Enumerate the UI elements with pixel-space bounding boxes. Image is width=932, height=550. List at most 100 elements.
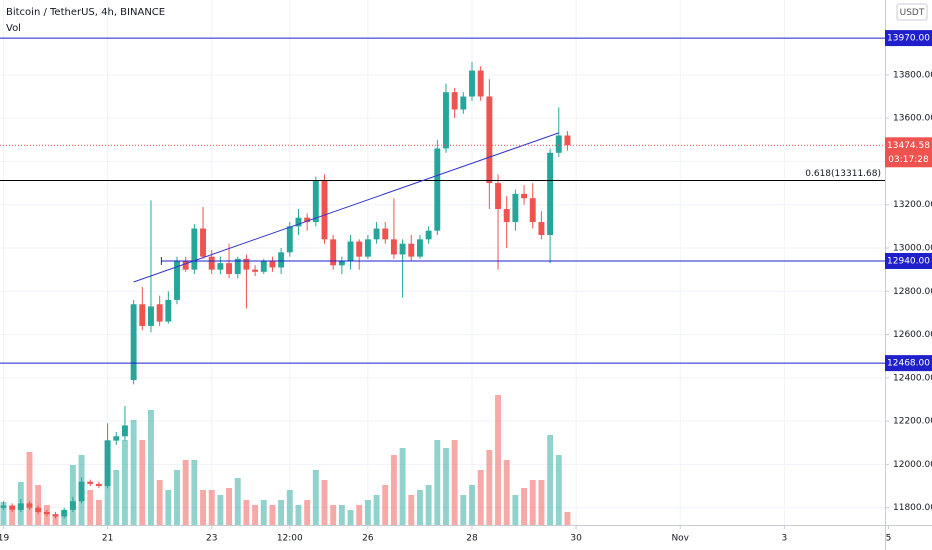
- volume-bar: [564, 512, 571, 525]
- x-tick-label: 5: [886, 534, 892, 544]
- trend-line: [133, 132, 559, 283]
- candle-body: [234, 258, 241, 274]
- candle-body: [425, 230, 432, 240]
- volume-bar: [95, 500, 102, 525]
- volume-bar: [434, 440, 441, 525]
- volume-bar: [260, 500, 267, 525]
- indicator-label: Vol: [6, 23, 21, 34]
- candle-body: [9, 505, 16, 510]
- candle-body: [148, 306, 154, 326]
- x-tick-label: 30: [570, 534, 582, 544]
- y-tick-label: 12400.00: [893, 373, 932, 383]
- volume-bar: [416, 490, 423, 525]
- volume-bar: [156, 480, 163, 525]
- candle-body: [347, 241, 354, 261]
- volume-bar: [191, 460, 198, 525]
- level-label-box: [885, 355, 932, 372]
- candle-body: [373, 228, 380, 240]
- volume-bar: [356, 505, 363, 525]
- y-tick-label: 13800.00: [893, 70, 932, 80]
- candle-body: [390, 239, 397, 255]
- volume-bar: [243, 500, 250, 525]
- candle-body: [174, 260, 180, 300]
- volume-bar: [121, 440, 128, 525]
- candle-body: [17, 503, 24, 510]
- candle-body: [555, 135, 562, 153]
- candle-body: [443, 92, 449, 149]
- candle-body: [130, 304, 137, 381]
- volume-bar: [252, 505, 259, 525]
- candle-body: [521, 193, 528, 199]
- volume-bar: [174, 470, 180, 525]
- volume-bar: [364, 500, 371, 525]
- candle-body: [182, 260, 189, 270]
- volume-bar: [234, 478, 241, 525]
- y-tick-label: 12800.00: [893, 287, 932, 297]
- volume-bar: [460, 495, 467, 525]
- volume-bar: [9, 510, 16, 525]
- candle-body: [295, 217, 302, 227]
- candle-body: [512, 193, 519, 223]
- volume-bar: [148, 410, 154, 525]
- volume-bar: [495, 395, 501, 525]
- marks: [0, 61, 571, 525]
- y-tick-label: 13600.00: [893, 114, 932, 124]
- level-label-box: [885, 30, 932, 47]
- candle-body: [243, 258, 250, 270]
- candle-body: [104, 440, 111, 487]
- candle-body: [477, 70, 484, 97]
- candle-body: [260, 260, 267, 272]
- y-tick-label: 13200.00: [893, 200, 932, 210]
- volume-bar: [451, 440, 458, 525]
- volume-bar: [208, 490, 215, 525]
- x-tick-label: 28: [466, 534, 478, 544]
- volume-bar: [425, 485, 432, 525]
- volume-bar: [338, 505, 345, 525]
- volume-bar: [165, 490, 172, 525]
- candle-body: [547, 152, 554, 236]
- volume-bar: [295, 505, 302, 525]
- x-tick-label: 21: [102, 534, 113, 544]
- candle-body: [416, 239, 423, 257]
- volume-bar: [286, 490, 293, 525]
- grid: [0, 0, 885, 525]
- candle-body: [156, 304, 163, 322]
- y-tick-label: 13000.00: [893, 244, 932, 254]
- volume-bar: [139, 440, 146, 525]
- currency-box[interactable]: [896, 3, 928, 21]
- candle-body: [61, 509, 68, 517]
- candle-body: [364, 239, 371, 257]
- volume-bar: [35, 485, 42, 525]
- candle-body: [356, 241, 363, 257]
- volume-bar: [390, 455, 397, 525]
- candle-body: [503, 209, 510, 223]
- last-price-label: 13474.58: [887, 141, 930, 151]
- volume-bar: [278, 500, 285, 525]
- volume-bar: [347, 510, 354, 525]
- volume-bar: [330, 505, 337, 525]
- level-label: 12468.00: [887, 359, 930, 369]
- overlays: 0.618(13311.68): [0, 37, 885, 364]
- candle-body: [278, 252, 285, 268]
- currency-label[interactable]: USDT: [900, 8, 925, 18]
- volume-bar: [382, 485, 389, 525]
- volume-bar: [486, 450, 493, 525]
- y-tick-label: 11800.00: [893, 503, 932, 513]
- candle-body: [538, 222, 545, 236]
- level-label: 12940.00: [887, 256, 930, 266]
- candle-body: [338, 260, 345, 266]
- candle-body: [382, 228, 389, 240]
- candle-body: [252, 269, 259, 272]
- candle-body: [43, 512, 50, 515]
- volume-bar: [87, 490, 94, 525]
- level-label: 13970.00: [887, 34, 930, 44]
- candle-body: [460, 96, 467, 110]
- candle-body: [408, 243, 415, 257]
- candle-body: [304, 217, 311, 223]
- candle-body: [121, 425, 128, 437]
- chart-title: Bitcoin / TetherUS, 4h, BINANCE: [6, 7, 165, 18]
- volume-bar: [69, 465, 76, 525]
- candle-body: [95, 483, 102, 487]
- x-tick-label: 19: [0, 534, 9, 544]
